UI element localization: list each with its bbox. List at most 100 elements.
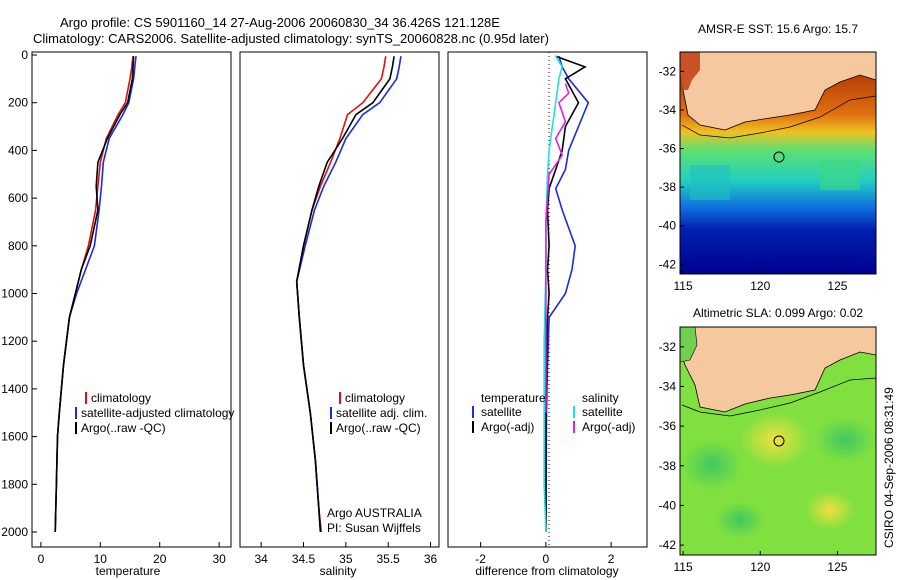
- figure-title-line2: Climatology: CARS2006. Satellite-adjuste…: [33, 31, 549, 46]
- temperature-series: [54, 56, 137, 533]
- legend-label-salinity-argo: Argo(-adj): [582, 420, 635, 434]
- salinity-legend: climatology satellite adj. clim. Argo(..…: [330, 391, 427, 435]
- legend-label-temperature-satellite: satellite: [481, 405, 522, 419]
- float-position-marker: [773, 435, 785, 447]
- map-y-tick-label: -34: [659, 379, 677, 393]
- legend-label-argo: Argo(..raw -QC): [336, 421, 421, 435]
- map-y-tick-label: -42: [659, 538, 677, 552]
- figure-title-line1: Argo profile: CS 5901160_14 27-Aug-2006 …: [60, 15, 500, 30]
- series-line-salinity-satellite: [543, 55, 564, 533]
- legend-label-climatology: climatology: [91, 391, 151, 405]
- legend-label-climatology: climatology: [345, 391, 405, 405]
- series-line-climatology: [54, 56, 134, 533]
- map-x-tick-label: 125: [827, 560, 847, 574]
- sla-low-anomaly: [715, 502, 765, 538]
- x-tick-label: -2: [475, 552, 486, 566]
- sla-map-frame: [679, 326, 877, 556]
- legend-label-salinity-satellite: satellite: [582, 405, 623, 419]
- map-y-tick-label: -40: [659, 498, 677, 512]
- x-tick-label: 20: [153, 552, 167, 566]
- map-y-tick-label: -42: [659, 257, 677, 271]
- series-line-argo-raw-qc-: [295, 56, 395, 533]
- map-x-tick-label: 115: [674, 560, 693, 574]
- sst-map-title: AMSR-E SST: 15.6 Argo: 15.7: [698, 22, 858, 36]
- map-y-tick-label: -40: [659, 219, 677, 233]
- sst-patch: [820, 160, 860, 190]
- map-y-tick-label: -36: [659, 419, 677, 433]
- x-tick-label: 34: [254, 552, 268, 566]
- legend-label-argo: Argo(..raw -QC): [81, 421, 166, 435]
- map-x-tick-label: 120: [750, 560, 770, 574]
- land-mass: [680, 52, 876, 131]
- y-tick-label: 600: [8, 191, 28, 205]
- sla-map: [680, 327, 876, 555]
- land-coast-detail: [680, 52, 700, 90]
- legend-header-temperature: temperature: [481, 391, 546, 405]
- temperature-xlabel: temperature: [96, 564, 161, 578]
- salinity-xlabel: salinity: [320, 564, 357, 578]
- sst-map: [680, 52, 876, 274]
- sla-high-anomaly: [805, 490, 855, 530]
- sla-map-title: Altimetric SLA: 0.099 Argo: 0.02: [693, 306, 863, 320]
- x-tick-label: 35.5: [377, 552, 401, 566]
- sla-low-anomaly: [682, 440, 742, 490]
- depth-axis: 0 200 400 600 800 1000 1200 1400 1600 1800 2000: [1, 48, 37, 539]
- salinity-series: [295, 56, 402, 533]
- land-coast-detail: [680, 327, 698, 363]
- series-line-climatology: [295, 56, 387, 533]
- y-tick-label: 1200: [1, 334, 28, 348]
- map-x-tick-label: 120: [750, 279, 770, 293]
- legend-label-temperature-argo: Argo(-adj): [481, 420, 534, 434]
- series-line-salinity-argo-adj-: [545, 83, 570, 413]
- temperature-x-axis: 0 10 20 30: [38, 542, 226, 566]
- sst-map-axes: 115 120 125 -32 -34 -36 -38 -40 -42: [659, 64, 848, 293]
- x-tick-label: 30: [212, 552, 226, 566]
- x-tick-label: 34.5: [292, 552, 316, 566]
- y-tick-label: 800: [8, 239, 28, 253]
- map-y-tick-label: -36: [659, 142, 677, 156]
- temperature-panel-frame: [31, 51, 232, 548]
- difference-series: [543, 55, 590, 533]
- sla-map-axes: 115 120 125 -32 -34 -36 -38 -40 -42: [659, 340, 848, 574]
- y-tick-label: 1800: [1, 477, 28, 491]
- shelf-contour: [681, 377, 876, 417]
- series-line-temperature-satellite: [545, 55, 590, 533]
- sla-low-anomaly: [815, 418, 875, 462]
- difference-panel-frame: [447, 51, 648, 548]
- map-x-tick-label: 125: [827, 279, 847, 293]
- map-y-tick-label: -38: [659, 459, 677, 473]
- y-tick-label: 0: [21, 48, 28, 62]
- map-y-tick-label: -32: [659, 64, 677, 78]
- shelf-contour: [681, 95, 876, 139]
- map-y-tick-label: -32: [659, 340, 677, 354]
- x-tick-label: 2: [608, 552, 615, 566]
- x-tick-label: 36: [424, 552, 438, 566]
- y-tick-label: 200: [8, 96, 28, 110]
- principal-investigator-note: PI: Susan Wijffels: [327, 521, 421, 535]
- difference-x-axis: -2 0 2: [475, 542, 615, 566]
- salinity-panel-frame: [239, 51, 440, 548]
- map-y-tick-label: -34: [659, 103, 677, 117]
- land-mass: [680, 327, 876, 413]
- argo-country-note: Argo AUSTRALIA: [327, 506, 422, 520]
- creation-stamp: CSIRO 04-Sep-2006 08:31:49: [882, 387, 896, 548]
- x-tick-label: 0: [543, 552, 550, 566]
- legend-header-salinity: salinity: [582, 391, 619, 405]
- y-tick-label: 2000: [1, 525, 28, 539]
- sla-high-anomaly: [740, 412, 810, 468]
- y-tick-label: 1600: [1, 430, 28, 444]
- map-y-tick-label: -38: [659, 180, 677, 194]
- salinity-x-axis: 34 34.5 35 35.5 36: [254, 542, 438, 566]
- y-tick-label: 1400: [1, 382, 28, 396]
- float-position-marker: [773, 151, 785, 163]
- difference-legend: temperature salinity satellite Argo(-adj…: [472, 391, 635, 434]
- sst-patch: [690, 165, 730, 200]
- x-tick-label: 10: [94, 552, 108, 566]
- sst-map-frame: [679, 51, 877, 275]
- legend-label-satellite: satellite-adjusted climatology: [81, 406, 234, 420]
- series-line-argo-raw-qc-: [54, 56, 135, 533]
- x-tick-label: 0: [38, 552, 45, 566]
- difference-xlabel: difference from climatology: [475, 564, 618, 578]
- series-line-satellite-adjusted-climatology: [54, 56, 137, 533]
